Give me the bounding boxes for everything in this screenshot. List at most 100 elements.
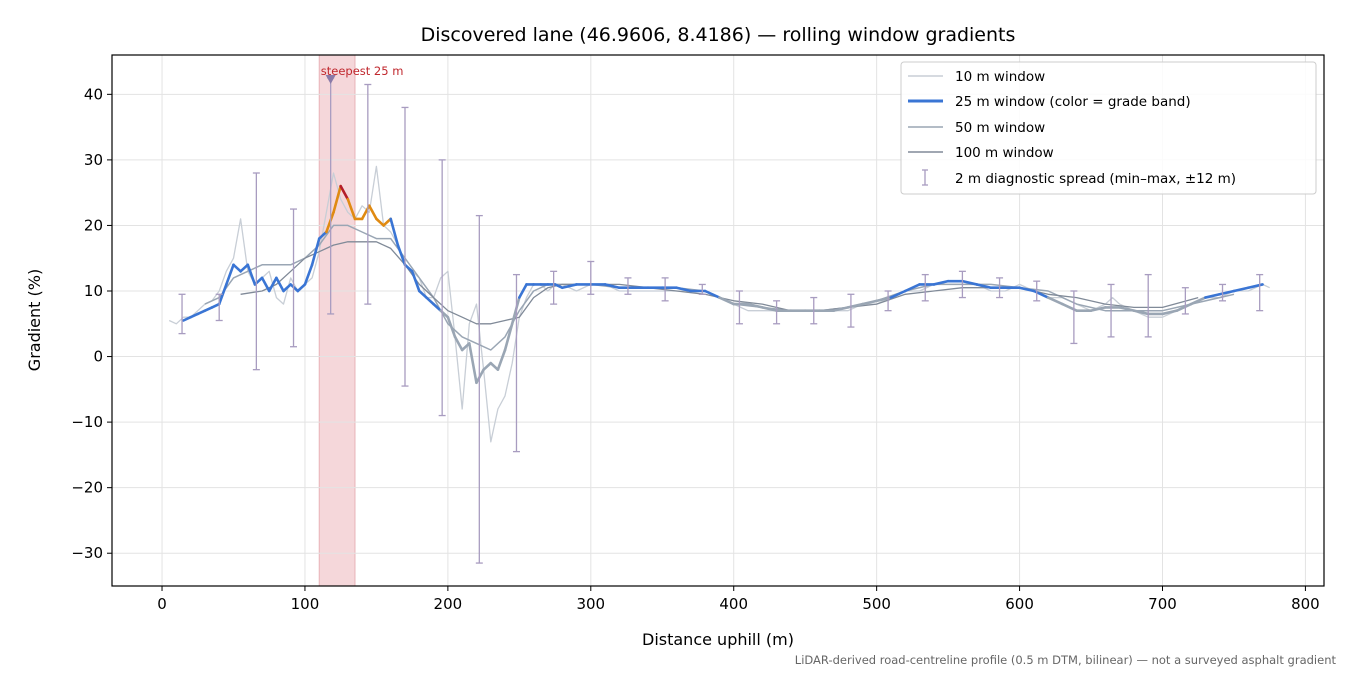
series-25m-segment	[217, 283, 228, 306]
series-25m-segment	[196, 309, 207, 316]
footnote: LiDAR-derived road-centreline profile (0…	[795, 653, 1337, 667]
series-25m-segment	[832, 306, 850, 312]
diagnostic-errorbar	[364, 83, 372, 305]
y-tick-label: −10	[71, 413, 103, 431]
series-25m-segment	[460, 342, 471, 352]
annotation-layer: steepest 25 m	[321, 64, 404, 84]
series-25m-segment	[675, 286, 693, 293]
series-25m-segment	[289, 283, 300, 293]
diagnostic-errorbar	[1107, 283, 1115, 338]
diagnostic-errorbar	[475, 214, 483, 564]
x-tick-label: 200	[434, 595, 463, 613]
diagnostic-errorbar	[1144, 273, 1152, 338]
legend-label-10m: 10 m window	[955, 69, 1045, 85]
steepest-marker	[325, 74, 336, 84]
diagnostic-errorbar	[735, 290, 743, 325]
y-tick-label: 0	[93, 348, 103, 366]
errorbar-layer	[178, 77, 1264, 564]
diagnostic-errorbar	[438, 159, 446, 417]
series-25m-segment	[260, 276, 271, 293]
series-25m-segment	[417, 289, 428, 299]
series-25m-segment	[396, 243, 407, 267]
diagnostic-errorbar	[884, 290, 892, 312]
series-25m-segment	[296, 283, 307, 293]
y-tick-label: 30	[84, 151, 103, 169]
series-25m-segment	[475, 368, 485, 385]
legend-box	[900, 61, 1317, 195]
x-tick-label: 400	[719, 595, 748, 613]
series-25m-segment	[182, 315, 192, 322]
y-axis-title: Gradient (%)	[25, 269, 44, 371]
diagnostic-errorbar	[215, 293, 223, 322]
series-25m-segment	[375, 217, 385, 227]
series-25m-segment	[303, 263, 314, 286]
legend: 10 m window 25 m window (color = grade b…	[900, 61, 1317, 195]
series-25m-segment	[332, 184, 342, 214]
series-25m-segment	[975, 283, 993, 290]
x-tick-label: 600	[1005, 595, 1034, 613]
series-25m-segment	[403, 263, 414, 273]
y-tick-label: 20	[84, 216, 103, 234]
series-25m-segment	[761, 306, 778, 312]
diagnostic-errorbar	[1181, 287, 1189, 315]
series-100m-window	[240, 241, 1199, 325]
series-25m-segment	[903, 283, 921, 293]
diagnostic-errorbar	[624, 277, 632, 295]
diagnostic-errorbar	[810, 296, 818, 325]
series-25m-segment	[189, 312, 200, 319]
series-25m-segment	[1204, 292, 1221, 299]
series-25m-segment	[1132, 309, 1150, 316]
series-25m-segment	[282, 283, 292, 293]
series-25m-segment	[1189, 296, 1207, 306]
series-25m-segment	[510, 296, 521, 326]
diagnostic-errorbar	[401, 106, 409, 387]
series-25m-segment	[453, 335, 464, 352]
series-25m-segment	[961, 279, 978, 286]
series-25m-segment	[203, 306, 214, 312]
series-25m-segment	[1118, 306, 1136, 312]
highlight-layer	[318, 54, 356, 587]
x-tick-label: 0	[157, 595, 167, 613]
series-25m-segment	[553, 283, 564, 290]
series-25m-segment	[225, 263, 235, 286]
legend-label-100m: 100 m window	[955, 145, 1054, 161]
series-25m-segment	[339, 184, 350, 201]
series-25m-segment	[267, 276, 278, 293]
series-25m-segment	[746, 302, 764, 309]
series-25m-segment	[560, 283, 578, 290]
series-25m-segment	[1232, 286, 1250, 293]
diagnostic-errorbar	[290, 208, 298, 348]
series-25m-segment	[503, 322, 514, 352]
series-25m-segment	[889, 289, 907, 299]
legend-swatch-errorbar	[922, 169, 928, 186]
series-25m-segment	[382, 217, 393, 227]
series-25m-segment	[446, 315, 457, 339]
diagnostic-errorbar	[178, 293, 186, 335]
series-25m-segment	[317, 230, 328, 240]
steepest-label: steepest 25 m	[321, 64, 404, 78]
x-axis-title: Distance uphill (m)	[642, 630, 794, 649]
series-25m-segment	[1018, 286, 1036, 293]
diagnostic-errorbar	[1070, 290, 1078, 345]
series-25m-segment	[232, 263, 242, 273]
diagnostic-errorbar	[661, 277, 669, 302]
diagnostic-errorbar	[921, 273, 929, 302]
x-tick-label: 500	[862, 595, 891, 613]
diagnostic-errorbar	[1219, 283, 1227, 302]
series-25m-segment	[410, 270, 421, 293]
series-25m-segment	[518, 283, 528, 299]
diagnostic-errorbar	[252, 172, 260, 371]
series-25m-segment	[239, 263, 250, 273]
series-25m-segment	[468, 342, 478, 385]
legend-label-errorbar: 2 m diagnostic spread (min–max, ±12 m)	[955, 171, 1236, 187]
series-25m-segment	[1175, 302, 1193, 312]
series-25m-segment	[425, 296, 435, 306]
series-25m-segment	[603, 283, 621, 290]
legend-label-50m: 50 m window	[955, 120, 1045, 136]
legend-label-25m: 25 m window (color = grade band)	[955, 94, 1191, 110]
series-25m-segment	[210, 302, 221, 309]
tick-layer: 0 100 200 300 400 500 600 700 800 −30 −20 −10 0 10 20 3…	[71, 85, 1319, 613]
series-25m-segment	[482, 361, 493, 371]
series-25m-segment	[1046, 296, 1064, 306]
